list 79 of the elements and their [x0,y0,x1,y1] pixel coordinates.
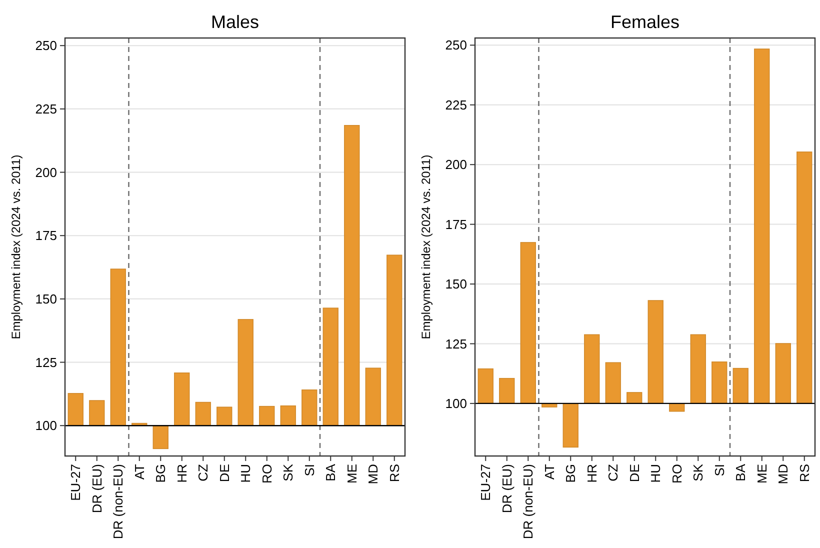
bar [648,300,664,404]
x-tick-label: DE [216,464,232,482]
x-tick-label: HR [174,464,190,483]
y-tick-label: 150 [35,291,57,306]
x-tick-label: DR (non-EU) [110,464,126,540]
x-tick-label: SI [712,464,727,476]
x-tick-label: HU [648,464,664,483]
y-tick-label: 150 [445,276,467,292]
x-tick-label: AT [132,464,147,480]
chart-title: Males [210,12,260,32]
x-tick-label: EU-27 [478,464,494,501]
x-tick-label: ME [754,464,770,484]
bar [110,268,126,426]
y-axis-title: Employment index (2024 vs. 2011) [9,154,23,340]
x-tick-label: BG [563,464,578,483]
bar [584,334,600,404]
x-tick-label: RS [386,464,402,482]
x-tick-label: CZ [606,464,621,482]
bar [754,48,770,404]
x-tick-label: HU [238,464,254,483]
x-tick-label: DR (EU) [89,464,104,514]
bar [280,405,296,426]
x-tick-label: MD [776,464,791,484]
bar [562,403,578,448]
y-tick-label: 100 [445,396,467,411]
bar [365,368,381,426]
bar [626,392,642,404]
bar [520,242,536,404]
bar [152,425,168,450]
bar [712,361,728,404]
y-tick-label: 125 [35,354,57,370]
bar [386,254,402,426]
x-tick-label: RO [669,464,684,484]
x-tick-label: RO [259,464,274,484]
bar [259,406,275,426]
bar [302,389,318,426]
x-tick-label: HR [584,464,600,483]
y-tick-label: 225 [35,101,57,116]
bar [605,362,621,404]
y-tick-label: 250 [35,38,57,54]
bar [68,393,84,426]
bar [216,406,232,426]
y-tick-label: 175 [445,216,467,232]
x-tick-label: BA [733,464,748,482]
bar [775,343,791,404]
bar [195,402,211,426]
x-tick-label: AT [542,464,557,480]
y-tick-label: 225 [445,97,467,112]
x-tick-label: EU-27 [68,464,84,501]
bar [238,319,254,426]
bar [89,400,105,426]
y-tick-label: 200 [35,164,57,180]
x-tick-label: SI [302,464,317,476]
chart-title: Females [610,12,680,32]
x-tick-label: DR (non-EU) [520,464,536,540]
bar [344,125,360,426]
y-tick-label: 125 [445,336,467,352]
y-tick-label: 175 [35,228,57,244]
bar [796,152,812,404]
x-tick-label: DR (EU) [499,464,514,514]
bar [690,334,706,404]
x-tick-label: SK [280,464,296,482]
x-tick-label: RS [796,464,812,482]
x-tick-label: BA [323,464,338,482]
x-tick-label: SK [690,464,706,482]
y-tick-label: 200 [445,157,467,172]
x-tick-label: DE [626,464,642,482]
bar [322,308,338,426]
x-tick-label: BG [153,464,168,483]
bar [174,372,190,426]
x-tick-label: ME [344,464,360,484]
y-axis-title: Employment index (2024 vs. 2011) [419,154,433,340]
bar [478,368,494,404]
x-tick-label: MD [366,464,381,484]
bar [499,378,515,404]
x-tick-label: CZ [196,464,211,482]
y-tick-label: 250 [445,38,467,53]
bar [732,368,748,404]
y-tick-label: 100 [35,418,57,434]
